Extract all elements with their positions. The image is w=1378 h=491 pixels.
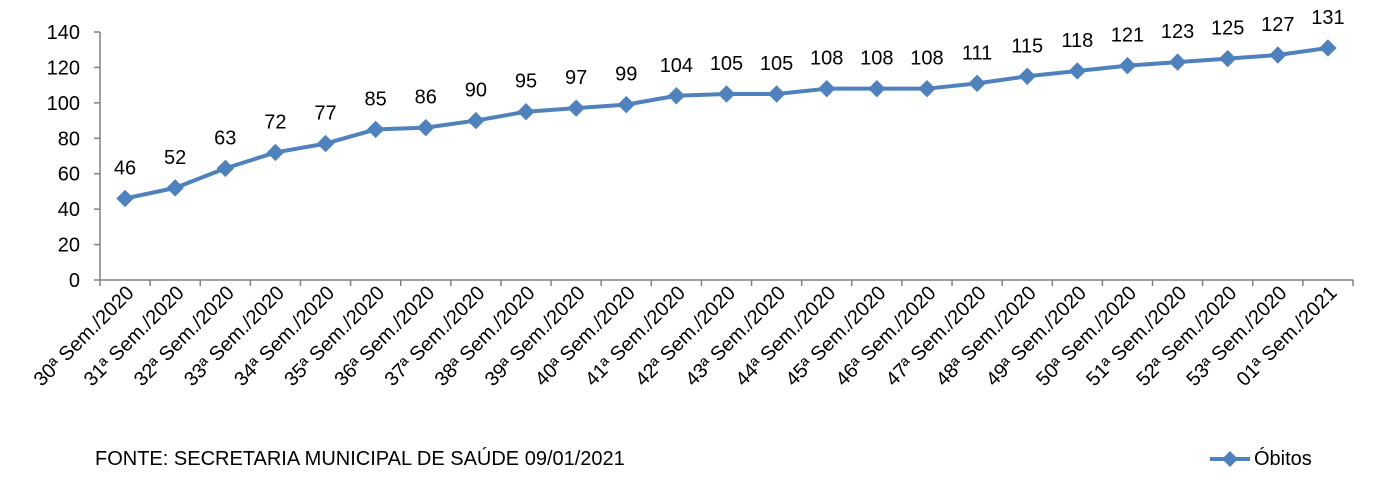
data-label: 97	[565, 67, 587, 89]
data-point	[1218, 49, 1237, 68]
data-label: 72	[264, 111, 286, 133]
data-point	[767, 85, 786, 103]
data-label: 52	[164, 147, 186, 169]
data-labels: 46 52 63 72 77 85 86 90 95 97 99 104 105 105 108 108 108…	[114, 7, 1345, 180]
data-point	[968, 74, 986, 93]
y-tick-label: 80	[58, 128, 80, 150]
y-tick-label: 0	[69, 270, 80, 292]
data-label: 105	[710, 53, 743, 75]
data-label: 121	[1111, 25, 1144, 47]
data-label: 115	[1011, 35, 1043, 57]
data-point	[316, 134, 335, 153]
legend-diamond-marker-icon	[1210, 451, 1250, 467]
data-point	[868, 79, 886, 98]
data-label: 118	[1061, 30, 1093, 52]
legend: Óbitos	[1210, 444, 1312, 474]
y-tick-label: 60	[58, 164, 80, 186]
data-point	[1018, 67, 1036, 85]
data-label: 131	[1311, 7, 1344, 29]
data-label: 105	[760, 53, 793, 75]
data-point	[1269, 46, 1287, 64]
data-point	[216, 159, 235, 178]
y-axis: 0 20 40 60 80 100 120 140	[47, 22, 101, 292]
y-tick-label: 40	[58, 199, 80, 221]
y-tick-label: 100	[47, 93, 80, 115]
data-point	[918, 79, 936, 98]
data-label: 123	[1161, 21, 1194, 43]
data-point	[366, 120, 385, 139]
data-label: 90	[465, 80, 487, 102]
data-point	[417, 118, 435, 137]
source-note: FONTE: SECRETARIA MUNICIPAL DE SAÚDE 09/…	[95, 448, 625, 470]
data-point	[517, 103, 535, 121]
legend-label-obitos: Óbitos	[1254, 447, 1312, 470]
data-label: 46	[114, 158, 136, 180]
data-label: 95	[515, 71, 537, 93]
data-label: 99	[615, 64, 637, 86]
data-label: 63	[214, 127, 236, 149]
data-point	[667, 87, 686, 105]
data-point	[467, 111, 485, 130]
data-label: 125	[1211, 18, 1244, 40]
data-point	[567, 99, 585, 117]
data-point	[1168, 53, 1187, 71]
data-label: 108	[910, 48, 943, 70]
y-tick-label: 120	[47, 57, 80, 79]
data-label: 111	[962, 42, 992, 64]
data-point	[1118, 56, 1137, 75]
data-point	[116, 189, 134, 208]
data-point	[1068, 62, 1087, 80]
data-label: 108	[860, 48, 893, 70]
data-point	[266, 143, 285, 162]
data-label: 86	[415, 87, 437, 109]
data-point	[166, 179, 184, 197]
data-label: 127	[1261, 14, 1294, 36]
data-label: 85	[365, 88, 387, 110]
data-point	[1319, 39, 1337, 57]
data-point	[818, 79, 836, 98]
data-point	[717, 85, 736, 103]
y-tick-label: 140	[47, 22, 80, 44]
data-point	[617, 95, 635, 114]
y-tick-label: 20	[58, 235, 80, 257]
data-label: 77	[314, 103, 336, 125]
series-obitos	[116, 39, 1337, 208]
data-label: 104	[660, 55, 693, 77]
data-label: 108	[810, 48, 843, 70]
